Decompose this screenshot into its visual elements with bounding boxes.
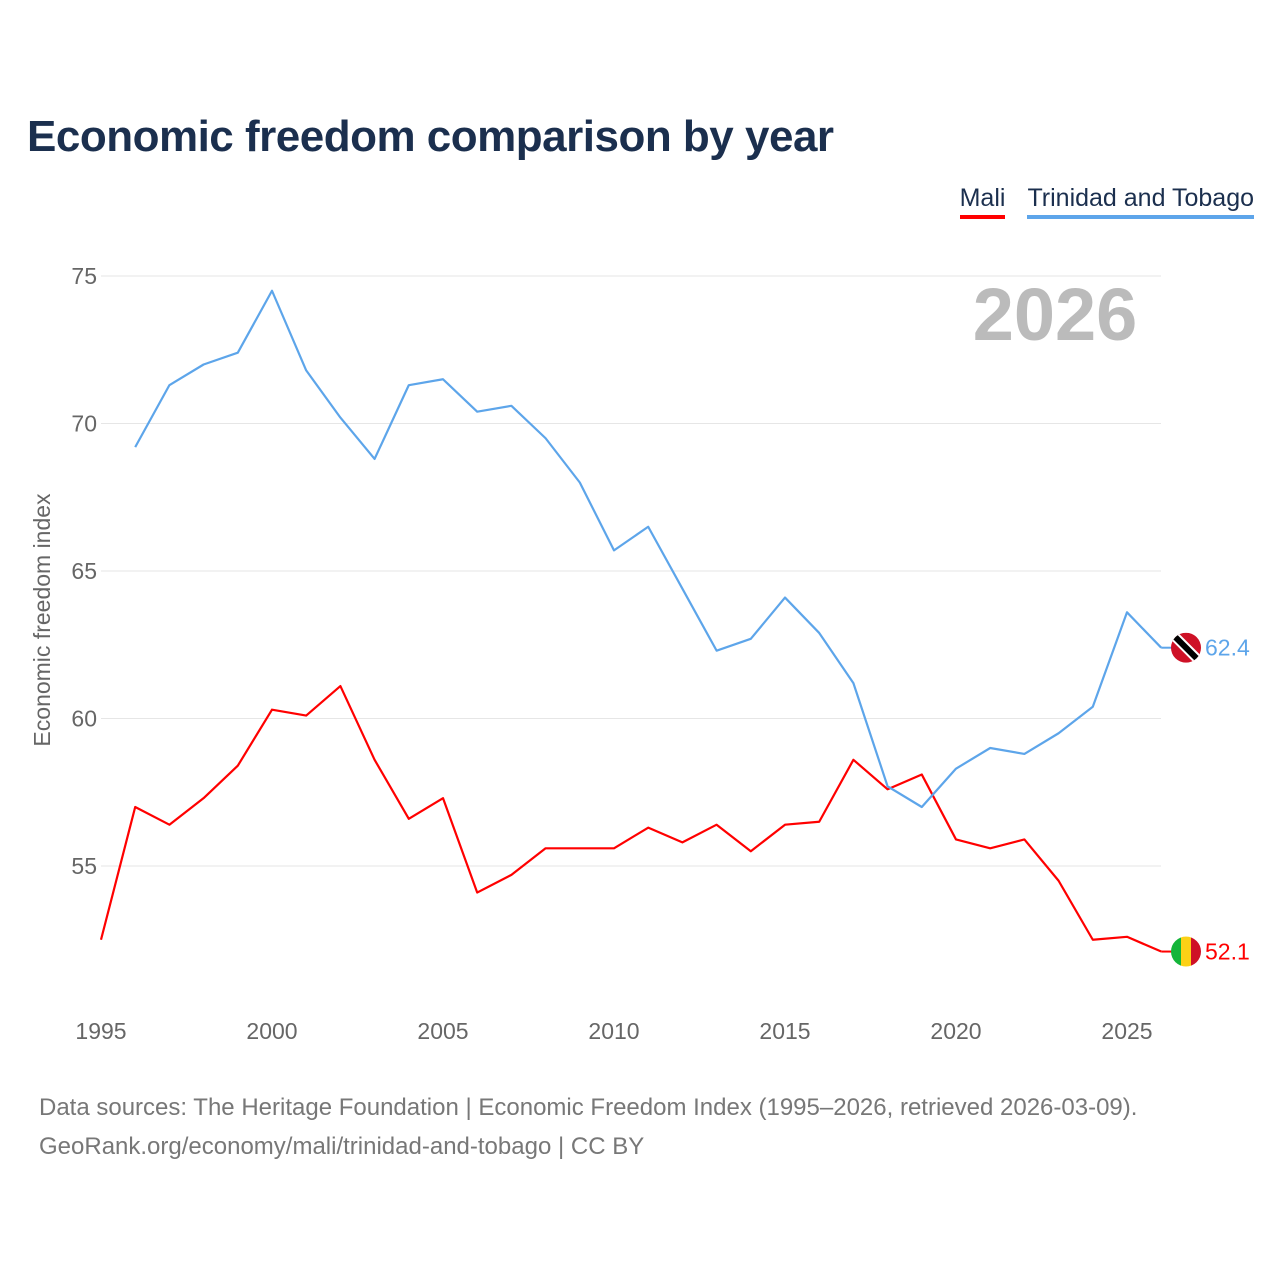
- trinidad-flag-icon: [1171, 632, 1201, 663]
- end-value-label: 52.1: [1205, 939, 1250, 965]
- source-note: Data sources: The Heritage Foundation | …: [39, 1088, 1137, 1166]
- series-line-mali: [99, 684, 1162, 953]
- flag-stripe: [1171, 936, 1181, 967]
- legend-item-mali[interactable]: Mali: [959, 184, 1006, 219]
- x-tick-label: 2015: [759, 1018, 810, 1044]
- x-tick-label: 1995: [75, 1018, 126, 1044]
- legend-item-trinidad[interactable]: Trinidad and Tobago: [1027, 184, 1254, 219]
- x-tick-label: 2020: [930, 1018, 981, 1044]
- y-tick-label: 55: [71, 853, 97, 879]
- source-line-1: Data sources: The Heritage Foundation | …: [39, 1094, 1138, 1121]
- y-tick-label: 60: [71, 706, 97, 732]
- x-tick-label: 2010: [588, 1018, 639, 1044]
- y-tick-label: 75: [71, 263, 97, 289]
- x-tick-label: 2025: [1101, 1018, 1152, 1044]
- y-axis-label: Economic freedom index: [29, 493, 55, 747]
- end-value-label: 62.4: [1205, 635, 1250, 661]
- legend: Mali Trinidad and Tobago: [959, 184, 1254, 219]
- y-tick-label: 70: [71, 411, 97, 437]
- flag-stripe: [1181, 936, 1191, 967]
- year-watermark: 2026: [973, 273, 1138, 356]
- flag-stripe: [1191, 936, 1201, 967]
- source-line-2: GeoRank.org/economy/mali/trinidad-and-to…: [39, 1133, 645, 1160]
- flag-body: [1171, 632, 1201, 663]
- x-tick-label: 2005: [417, 1018, 468, 1044]
- flag-body: [1171, 936, 1201, 967]
- flag-band: [1171, 632, 1201, 663]
- y-tick-label: 65: [71, 558, 97, 584]
- x-tick-label: 2000: [246, 1018, 297, 1044]
- chart-title: Economic freedom comparison by year: [27, 112, 834, 161]
- mali-flag-icon: [1171, 936, 1201, 967]
- series-line-trinidad: [134, 289, 1162, 809]
